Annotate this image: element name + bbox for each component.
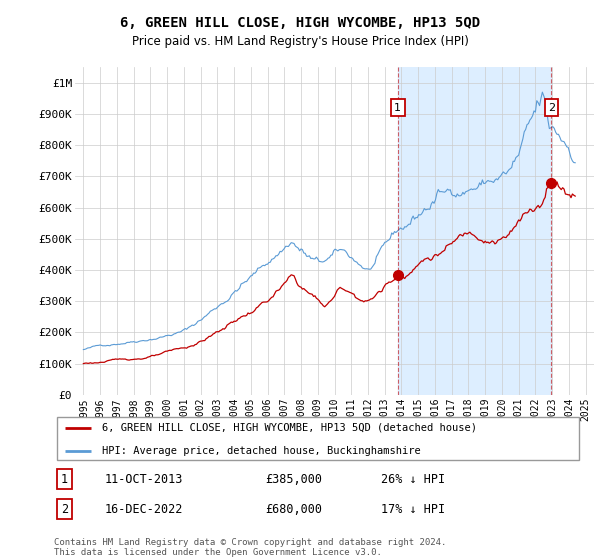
Text: 26% ↓ HPI: 26% ↓ HPI — [382, 473, 445, 486]
Text: 16-DEC-2022: 16-DEC-2022 — [104, 502, 182, 516]
Bar — [398, 67, 551, 395]
Text: £385,000: £385,000 — [265, 473, 322, 486]
Text: 1: 1 — [394, 103, 401, 113]
Text: 2: 2 — [548, 103, 555, 113]
Text: Price paid vs. HM Land Registry's House Price Index (HPI): Price paid vs. HM Land Registry's House … — [131, 35, 469, 48]
Text: 6, GREEN HILL CLOSE, HIGH WYCOMBE, HP13 5QD (detached house): 6, GREEN HILL CLOSE, HIGH WYCOMBE, HP13 … — [101, 423, 476, 432]
Text: 1: 1 — [61, 473, 68, 486]
Text: 17% ↓ HPI: 17% ↓ HPI — [382, 502, 445, 516]
Text: 11-OCT-2013: 11-OCT-2013 — [104, 473, 182, 486]
Text: Contains HM Land Registry data © Crown copyright and database right 2024.
This d: Contains HM Land Registry data © Crown c… — [54, 538, 446, 557]
Text: £680,000: £680,000 — [265, 502, 322, 516]
FancyBboxPatch shape — [56, 417, 580, 460]
Text: 6, GREEN HILL CLOSE, HIGH WYCOMBE, HP13 5QD: 6, GREEN HILL CLOSE, HIGH WYCOMBE, HP13 … — [120, 16, 480, 30]
Text: HPI: Average price, detached house, Buckinghamshire: HPI: Average price, detached house, Buck… — [101, 446, 420, 455]
Text: 2: 2 — [61, 502, 68, 516]
